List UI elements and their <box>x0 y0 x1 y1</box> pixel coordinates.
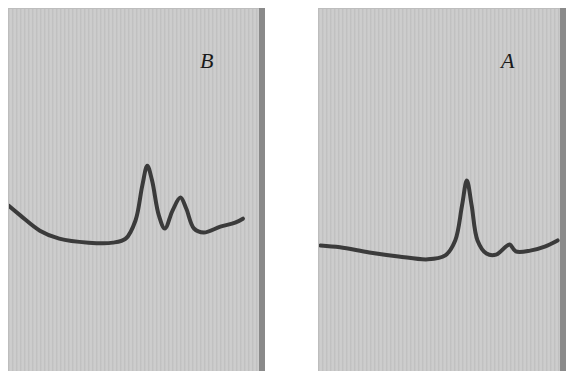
svg-text:B: B <box>200 48 213 73</box>
svg-text:A: A <box>499 48 515 73</box>
